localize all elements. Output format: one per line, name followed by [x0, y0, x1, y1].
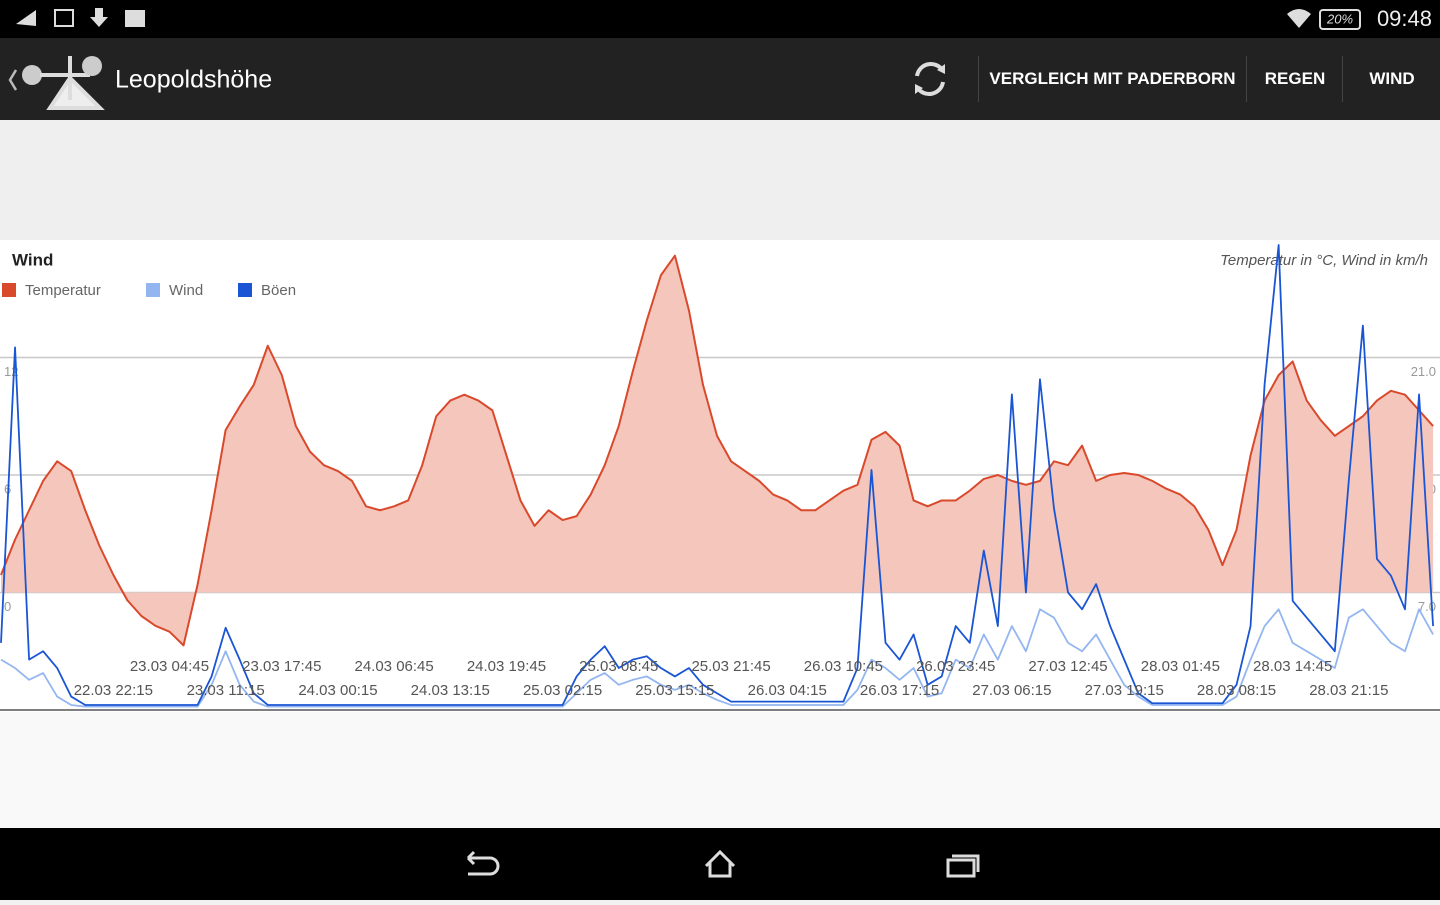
app-icon-cup: [22, 65, 42, 85]
x-tick-label: 23.03 11:15: [187, 682, 265, 699]
clock: 09:48: [1377, 6, 1432, 31]
x-tick-label: 26.03 04:15: [748, 682, 827, 699]
area-fill: [1, 255, 1434, 646]
status-icons: 20% 09:48: [16, 6, 1432, 31]
divider: [1246, 56, 1247, 102]
chart-subtitle: Temperatur in °C, Wind in km/h: [1220, 252, 1428, 269]
recents-button[interactable]: [946, 854, 980, 878]
rain-button[interactable]: REGEN: [1264, 69, 1326, 88]
chart-title: Wind: [12, 250, 53, 269]
x-tick-label: 25.03 21:45: [691, 658, 770, 675]
app-title: Leopoldshöhe: [115, 66, 272, 94]
clipboard-icon: [125, 10, 145, 27]
navigation-bar: [0, 828, 1440, 900]
divider: [978, 56, 979, 102]
x-tick-label: 24.03 13:15: [411, 682, 490, 699]
back-button[interactable]: [466, 850, 500, 876]
x-tick-label: 26.03 10:45: [804, 658, 883, 675]
image-icon: [54, 9, 74, 27]
x-tick-label: 28.03 01:45: [1141, 658, 1220, 675]
series-line: [0, 244, 1434, 706]
up-chevron: [8, 69, 18, 91]
wifi-icon: [1287, 9, 1311, 28]
app-icon: [40, 56, 105, 110]
legend-swatch: [146, 283, 160, 297]
chart: Wind Temperatur in °C, Wind in km/h 0612…: [0, 240, 1440, 712]
refresh-button[interactable]: [905, 56, 955, 102]
y-tick-label: 0: [4, 599, 11, 614]
x-tick-label: 24.03 00:15: [298, 682, 377, 699]
x-tick-label: 25.03 02:15: [523, 682, 602, 699]
wind-button[interactable]: WIND: [1369, 69, 1415, 88]
x-tick-label: 28.03 08:15: [1197, 682, 1276, 699]
signal-icon: [16, 10, 36, 26]
series-line: [0, 254, 1434, 647]
legend-label: Temperatur: [25, 282, 101, 299]
series-line: [0, 608, 1434, 708]
status-bar: 20% 09:48: [0, 0, 1440, 38]
x-tick-label: 27.03 06:15: [972, 682, 1051, 699]
legend-label: Böen: [261, 282, 296, 299]
battery-icon: [1319, 9, 1361, 30]
battery-level: 20%: [1326, 11, 1353, 26]
x-tick-label: 28.03 14:45: [1253, 658, 1332, 675]
nav-icons: [466, 849, 980, 878]
legend-swatch: [2, 283, 16, 297]
x-tick-label: 23.03 04:45: [130, 658, 209, 675]
header-space: [0, 120, 1440, 240]
refresh-arrows: [915, 64, 945, 94]
x-tick-label: 26.03 17:15: [860, 682, 939, 699]
legend-label: Wind: [169, 282, 203, 299]
y2-tick-label: 21.0: [1411, 364, 1436, 379]
x-tick-label: 27.03 12:45: [1028, 658, 1107, 675]
x-tick-label: 24.03 06:45: [354, 658, 433, 675]
footer-space: [0, 712, 1440, 828]
compare-button[interactable]: VERGLEICH MIT PADERBORN: [989, 69, 1236, 88]
x-tick-label: 22.03 22:15: [74, 682, 153, 699]
action-bar: Leopoldshöhe VERGLEICH MIT PADERBORN REG…: [0, 38, 1440, 120]
app-icon-cup: [82, 56, 102, 76]
x-tick-label: 28.03 21:15: [1309, 682, 1388, 699]
x-tick-label: 25.03 08:45: [579, 658, 658, 675]
divider: [1342, 56, 1343, 102]
x-tick-label: 26.03 23:45: [916, 658, 995, 675]
x-tick-label: 23.03 17:45: [242, 658, 321, 675]
x-tick-label: 25.03 15:15: [635, 682, 714, 699]
home-up[interactable]: Leopoldshöhe: [0, 38, 300, 120]
x-tick-label: 24.03 19:45: [467, 658, 546, 675]
legend-swatch: [238, 283, 252, 297]
x-tick-label: 27.03 19:15: [1085, 682, 1164, 699]
home-button[interactable]: [704, 849, 736, 878]
download-icon: [90, 8, 108, 27]
